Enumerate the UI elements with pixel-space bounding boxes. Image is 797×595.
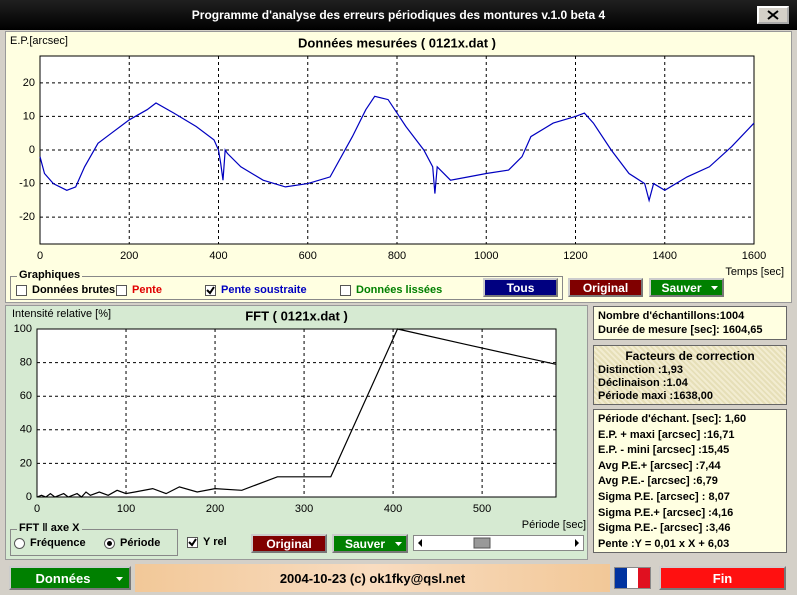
- arrow: [711, 286, 718, 290]
- correction-box: Facteurs de correction Distinction :1,93…: [593, 345, 787, 405]
- checkbox-label: Données brutes: [32, 284, 116, 296]
- stat-line: Avg P.E.- [arcsec] :6,79: [598, 475, 718, 488]
- correction-line: Période maxi :1638,00: [598, 390, 713, 402]
- scrollbar-icons: [418, 537, 579, 549]
- button-label: Données: [35, 570, 91, 586]
- close-icon: [767, 10, 779, 20]
- checkbox-box: [205, 284, 216, 296]
- group-label: FFT ‖ axe X: [17, 522, 82, 534]
- scrollbar[interactable]: [413, 535, 584, 551]
- checkbox[interactable]: Pente soustraite: [205, 284, 307, 296]
- button-label: Sauver: [661, 280, 702, 295]
- checkbox-label: Pente: [132, 284, 162, 296]
- info-line: Durée de mesure [sec]: 1604,65: [598, 324, 763, 336]
- dropdown-button[interactable]: Sauver: [649, 278, 724, 297]
- checkbox-label: Y rel: [203, 536, 227, 548]
- checkbox-box: [187, 536, 198, 548]
- dropdown-button[interactable]: Sauver: [332, 534, 408, 553]
- upper-panel: [5, 31, 792, 303]
- checkbox-box: [116, 284, 127, 296]
- info-box: Nombre d'échantillons:1004 Durée de mesu…: [593, 306, 787, 340]
- correction-title: Facteurs de correction: [625, 349, 755, 363]
- group-label: Graphiques: [17, 269, 83, 281]
- checkbox-box: [340, 284, 351, 296]
- radio[interactable]: Fréquence: [14, 537, 86, 549]
- checkbox-label: Pente soustraite: [221, 284, 307, 296]
- fft-group: FFT ‖ axe X: [10, 522, 178, 556]
- dropdown-button[interactable]: Données: [9, 566, 131, 590]
- stat-line: E.P. - mini [arcsec] :15,45: [598, 444, 730, 457]
- title-bar: Programme d'analyse des erreurs périodiq…: [0, 0, 797, 30]
- button[interactable]: Tous: [483, 278, 558, 297]
- radio-circle: [14, 537, 25, 549]
- stat-line: E.P. + maxi [arcsec] :16,71: [598, 428, 735, 441]
- exit-button[interactable]: Fin: [659, 566, 786, 590]
- checkbox[interactable]: Données brutes: [16, 284, 115, 296]
- button-label: Sauver: [344, 536, 386, 551]
- correction-line: Distinction :1,93: [598, 364, 683, 376]
- correction-line: Déclinaison :1.04: [598, 377, 688, 389]
- window-title: Programme d'analyse des erreurs périodiq…: [191, 8, 606, 22]
- graph-group: Graphiques: [10, 269, 563, 300]
- close-button[interactable]: [757, 6, 789, 24]
- checkbox-label: Données lissées: [356, 284, 443, 296]
- radio-dot: [107, 540, 112, 546]
- radio-label: Fréquence: [30, 537, 86, 549]
- check-mark: [206, 285, 215, 295]
- flag[interactable]: [614, 567, 651, 589]
- stat-line: Sigma P.E. [arcsec] : 8,07: [598, 491, 730, 503]
- checkbox-box: [16, 284, 27, 296]
- fft-panel: [5, 305, 588, 560]
- radio-circle: [104, 537, 115, 549]
- info-line: Nombre d'échantillons:1004: [598, 310, 745, 322]
- stats-box: Période d'échant. [sec]: 1,60 E.P. + maxi…: [593, 409, 787, 553]
- checkbox[interactable]: Pente: [116, 284, 162, 296]
- checkbox[interactable]: Y rel: [187, 536, 227, 548]
- stat-line: Avg P.E.+ [arcsec] :7,44: [598, 459, 721, 472]
- check-mark: [188, 537, 197, 547]
- checkbox[interactable]: Données lissées: [340, 284, 442, 296]
- button[interactable]: Original: [251, 534, 327, 553]
- credit: 2004-10-23 (c) ok1fky@qsl.net: [135, 564, 610, 592]
- stat-line: Sigma P.E.+ [arcsec] :4,16: [598, 506, 734, 519]
- arrow: [116, 577, 123, 581]
- stat-line: Pente :Y = 0,01 x X + 6,03: [598, 537, 730, 550]
- stat-line: Période d'échant. [sec]: 1,60: [598, 413, 747, 425]
- radio-label: Période: [120, 537, 161, 549]
- arrow: [395, 542, 402, 546]
- radio[interactable]: Période: [104, 537, 160, 549]
- button[interactable]: Original: [568, 278, 643, 297]
- stat-line: Sigma P.E.- [arcsec] :3,46: [598, 522, 731, 535]
